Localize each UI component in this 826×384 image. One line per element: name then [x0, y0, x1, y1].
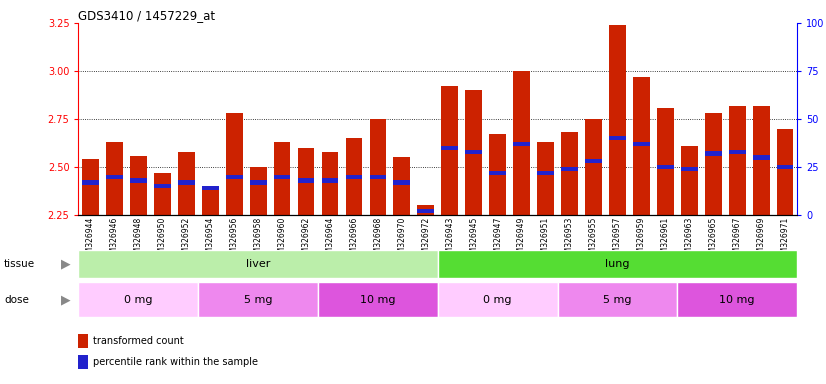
Text: 0 mg: 0 mg: [483, 295, 512, 305]
Bar: [752, 156, 770, 160]
Bar: [633, 142, 650, 146]
Bar: [82, 180, 99, 185]
Text: 10 mg: 10 mg: [719, 295, 755, 305]
Text: transformed count: transformed count: [93, 336, 184, 346]
Bar: [513, 71, 530, 215]
Bar: [681, 167, 698, 171]
Bar: [178, 152, 195, 215]
Text: 10 mg: 10 mg: [360, 295, 396, 305]
Bar: [438, 282, 558, 317]
Bar: [130, 156, 147, 215]
Bar: [345, 138, 363, 215]
Bar: [249, 167, 267, 215]
Bar: [609, 136, 626, 141]
Text: 5 mg: 5 mg: [603, 295, 632, 305]
Bar: [585, 159, 602, 164]
Bar: [513, 142, 530, 146]
Bar: [561, 167, 578, 171]
Text: 0 mg: 0 mg: [124, 295, 153, 305]
Text: lung: lung: [605, 259, 629, 269]
Bar: [705, 113, 722, 215]
Bar: [441, 86, 458, 215]
Bar: [729, 150, 746, 154]
Bar: [752, 106, 770, 215]
Bar: [154, 184, 171, 189]
Bar: [78, 250, 438, 278]
Bar: [202, 190, 219, 215]
Bar: [489, 171, 506, 175]
Bar: [776, 129, 794, 215]
Bar: [321, 152, 339, 215]
Bar: [681, 146, 698, 215]
Text: liver: liver: [246, 259, 270, 269]
Bar: [633, 77, 650, 215]
Bar: [417, 205, 434, 215]
Bar: [776, 165, 794, 169]
Bar: [585, 119, 602, 215]
Bar: [677, 282, 797, 317]
Bar: [438, 250, 797, 278]
Bar: [465, 150, 482, 154]
Bar: [705, 152, 722, 156]
Text: tissue: tissue: [4, 259, 36, 269]
Bar: [369, 119, 387, 215]
Text: ▶: ▶: [60, 258, 70, 270]
Text: 5 mg: 5 mg: [244, 295, 273, 305]
Bar: [106, 175, 123, 179]
Bar: [369, 175, 387, 179]
Bar: [609, 25, 626, 215]
Bar: [178, 180, 195, 185]
Bar: [202, 186, 219, 190]
Bar: [345, 175, 363, 179]
Bar: [318, 282, 438, 317]
Bar: [657, 165, 674, 169]
Bar: [729, 106, 746, 215]
Bar: [417, 209, 434, 214]
Bar: [198, 282, 318, 317]
Bar: [78, 282, 198, 317]
Bar: [537, 142, 554, 215]
Bar: [441, 146, 458, 150]
Bar: [321, 179, 339, 183]
Bar: [297, 179, 315, 183]
Bar: [273, 175, 291, 179]
Bar: [561, 132, 578, 215]
Bar: [273, 142, 291, 215]
Bar: [106, 142, 123, 215]
Bar: [489, 134, 506, 215]
Text: GDS3410 / 1457229_at: GDS3410 / 1457229_at: [78, 9, 216, 22]
Bar: [657, 108, 674, 215]
Bar: [154, 173, 171, 215]
Bar: [82, 159, 99, 215]
Bar: [225, 175, 243, 179]
Bar: [393, 157, 411, 215]
Bar: [249, 180, 267, 185]
Bar: [537, 171, 554, 175]
Bar: [225, 113, 243, 215]
Text: percentile rank within the sample: percentile rank within the sample: [93, 357, 259, 367]
Bar: [393, 180, 411, 185]
Bar: [130, 179, 147, 183]
Text: dose: dose: [4, 295, 29, 305]
Bar: [465, 90, 482, 215]
Bar: [297, 148, 315, 215]
Text: ▶: ▶: [60, 293, 70, 306]
Bar: [558, 282, 677, 317]
